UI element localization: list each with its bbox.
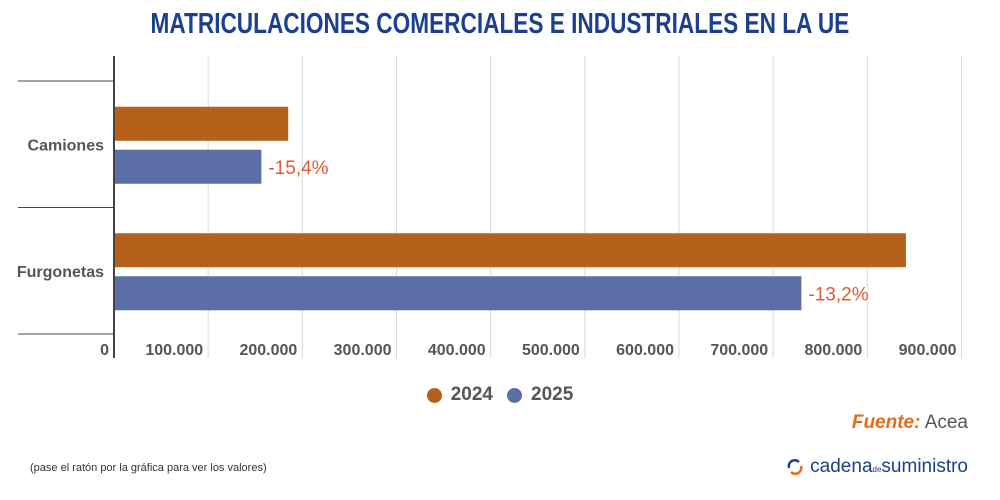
x-tick-label: 0 (100, 342, 109, 359)
chart-title: MATRICULACIONES COMERCIALES E INDUSTRIAL… (150, 8, 850, 40)
bar-2025-furgonetas[interactable] (114, 276, 802, 311)
category-label: Camiones (28, 137, 105, 154)
x-tick-label: 200.000 (239, 342, 297, 359)
x-tick-label: 400.000 (428, 342, 486, 359)
bar-2024-furgonetas[interactable] (114, 233, 906, 268)
data-label: -15,4% (268, 158, 328, 179)
bar-chart[interactable]: 0 100.000 200.000 300.000 400.000 500.000 600.… (0, 0, 1000, 380)
category-label: Furgonetas (17, 264, 104, 281)
x-tick-label: 700.000 (710, 342, 768, 359)
bar-2024-camiones[interactable] (114, 106, 289, 141)
x-tick-label: 900.000 (899, 342, 957, 359)
x-tick-label: 300.000 (334, 342, 392, 359)
legend-swatch (426, 387, 442, 403)
data-label: -13,2% (808, 284, 868, 305)
legend-item-2024[interactable]: 2024 (426, 384, 493, 406)
legend-swatch (507, 387, 522, 403)
x-tick-label: 800.000 (804, 342, 862, 359)
x-tick-label: 500.000 (522, 342, 580, 359)
logo: cadenadesuministro (786, 456, 968, 478)
x-tick-label: 100.000 (145, 342, 203, 359)
legend-item-2025[interactable]: 2025 (507, 384, 573, 406)
source-credit: Fuente: Acea (851, 412, 968, 433)
x-tick-label: 600.000 (616, 342, 674, 359)
hover-note: (pase el ratón por la gráfica para ver l… (30, 462, 267, 474)
logo-icon (787, 459, 803, 475)
bar-2025-camiones[interactable] (114, 149, 262, 184)
legend: 2024 2025 (0, 384, 1000, 406)
